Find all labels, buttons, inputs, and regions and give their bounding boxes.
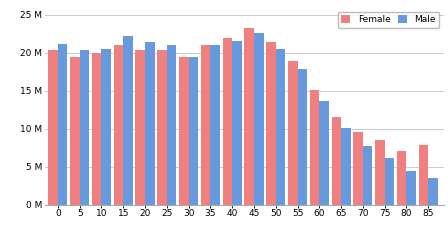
- Bar: [232, 40, 242, 205]
- Bar: [375, 140, 385, 205]
- Bar: [297, 69, 307, 205]
- Bar: [123, 36, 133, 205]
- Bar: [189, 57, 198, 205]
- Bar: [244, 28, 254, 205]
- Bar: [167, 45, 177, 205]
- Bar: [310, 90, 319, 205]
- Bar: [385, 158, 394, 205]
- Bar: [428, 178, 438, 205]
- Bar: [353, 132, 363, 205]
- Bar: [332, 117, 341, 205]
- Bar: [266, 42, 276, 205]
- Bar: [70, 57, 80, 205]
- Bar: [223, 38, 232, 205]
- Bar: [48, 50, 58, 205]
- Bar: [363, 146, 372, 205]
- Bar: [58, 44, 68, 205]
- Bar: [114, 45, 123, 205]
- Bar: [341, 128, 351, 205]
- Bar: [288, 61, 297, 205]
- Bar: [201, 45, 211, 205]
- Bar: [101, 49, 111, 205]
- Bar: [276, 49, 285, 205]
- Bar: [254, 33, 263, 205]
- Bar: [211, 45, 220, 205]
- Bar: [397, 152, 406, 205]
- Bar: [179, 57, 189, 205]
- Bar: [80, 50, 89, 205]
- Bar: [319, 101, 329, 205]
- Bar: [135, 50, 145, 205]
- Bar: [419, 145, 428, 205]
- Legend: Female, Male: Female, Male: [338, 12, 439, 28]
- Bar: [157, 50, 167, 205]
- Bar: [406, 171, 416, 205]
- Bar: [92, 54, 101, 205]
- Bar: [145, 42, 155, 205]
